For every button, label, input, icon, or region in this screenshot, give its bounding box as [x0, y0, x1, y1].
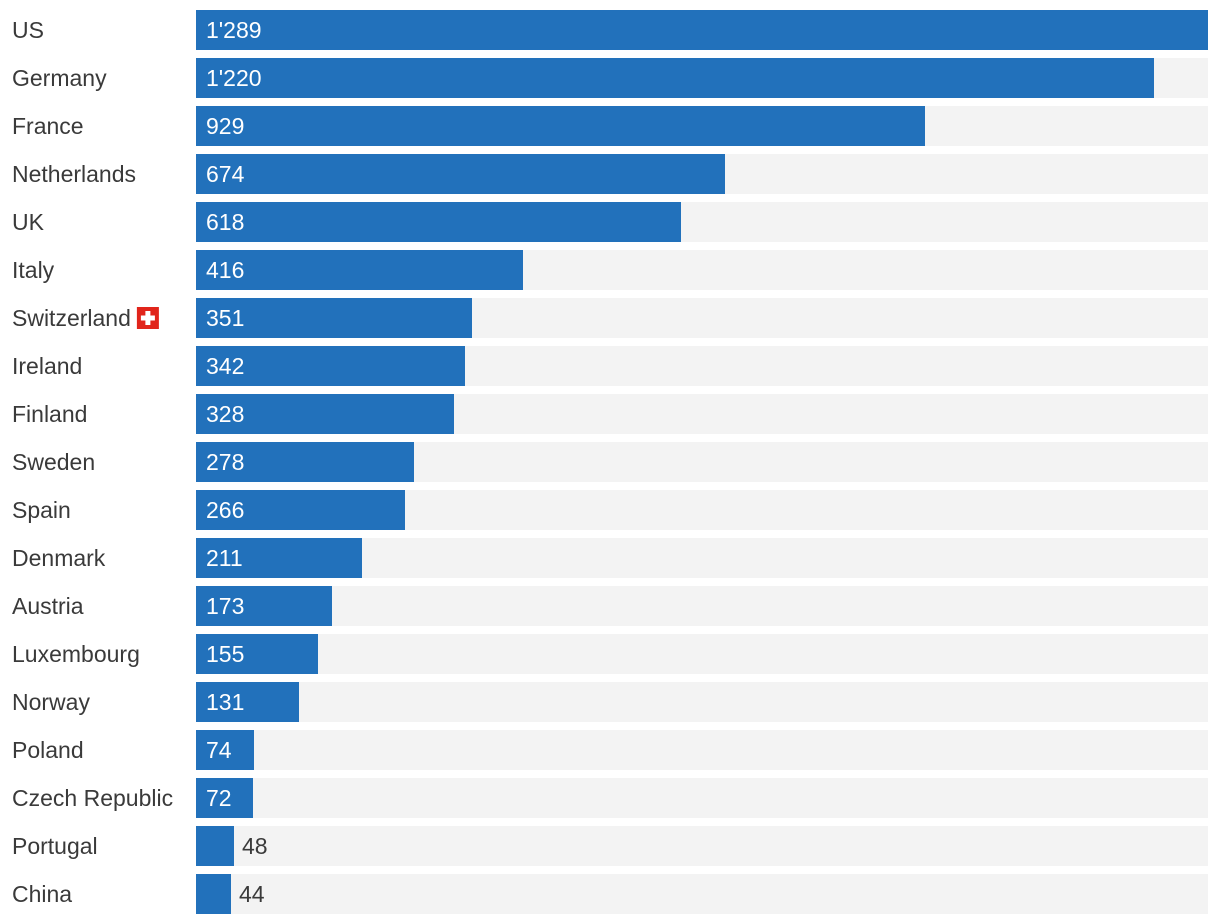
bar-track	[196, 874, 1208, 914]
bar	[196, 826, 234, 866]
bar	[196, 874, 231, 914]
bar-track	[196, 730, 1208, 770]
category-label: Netherlands	[12, 161, 136, 187]
category-label: Luxembourg	[12, 641, 140, 667]
bar	[196, 442, 414, 482]
bar	[196, 10, 1208, 50]
bar	[196, 106, 925, 146]
category-label: Poland	[12, 737, 84, 763]
category-label: Ireland	[12, 353, 82, 379]
value-label: 44	[239, 881, 265, 907]
category-label: Czech Republic	[12, 785, 173, 811]
bar-track	[196, 538, 1208, 578]
category-label: Austria	[12, 593, 84, 619]
category-label: UK	[12, 209, 45, 235]
swiss-flag-icon	[136, 307, 159, 329]
value-label: 48	[242, 833, 268, 859]
category-label: Denmark	[12, 545, 106, 571]
bar	[196, 586, 332, 626]
category-label: Finland	[12, 401, 87, 427]
category-label: Sweden	[12, 449, 95, 475]
bar	[196, 346, 465, 386]
category-label: France	[12, 113, 84, 139]
category-label: China	[12, 881, 72, 907]
value-label: 72	[206, 785, 232, 811]
value-label: 618	[206, 209, 244, 235]
bar-track	[196, 634, 1208, 674]
value-label: 351	[206, 305, 244, 331]
value-label: 1'289	[206, 17, 262, 43]
bar-track	[196, 586, 1208, 626]
value-label: 155	[206, 641, 244, 667]
bar-track	[196, 778, 1208, 818]
bar	[196, 250, 523, 290]
value-label: 1'220	[206, 65, 262, 91]
bar-track	[196, 682, 1208, 722]
value-label: 416	[206, 257, 244, 283]
category-label: Norway	[12, 689, 90, 715]
value-label: 266	[206, 497, 244, 523]
value-label: 74	[206, 737, 232, 763]
chart-rows: US 1'289 Germany 1'220 France 929 Netherlands 6…	[12, 10, 1208, 914]
category-label: Switzerland	[12, 305, 131, 331]
bar-track	[196, 826, 1208, 866]
value-label: 674	[206, 161, 245, 187]
category-label: US	[12, 17, 44, 43]
bar	[196, 490, 405, 530]
bar	[196, 682, 299, 722]
flag-cross-horizontal	[140, 315, 155, 321]
value-label: 328	[206, 401, 244, 427]
value-label: 342	[206, 353, 244, 379]
bar	[196, 298, 472, 338]
value-label: 278	[206, 449, 244, 475]
category-label: Spain	[12, 497, 71, 523]
value-label: 211	[206, 545, 243, 571]
value-label: 929	[206, 113, 244, 139]
value-label: 131	[206, 689, 244, 715]
category-label: Portugal	[12, 833, 98, 859]
value-label: 173	[206, 593, 244, 619]
bar	[196, 58, 1154, 98]
bar	[196, 394, 454, 434]
category-label: Italy	[12, 257, 55, 283]
bar	[196, 634, 318, 674]
bar	[196, 778, 253, 818]
bar	[196, 202, 681, 242]
bar	[196, 730, 254, 770]
bar	[196, 154, 725, 194]
category-label: Germany	[12, 65, 107, 91]
bar	[196, 538, 362, 578]
